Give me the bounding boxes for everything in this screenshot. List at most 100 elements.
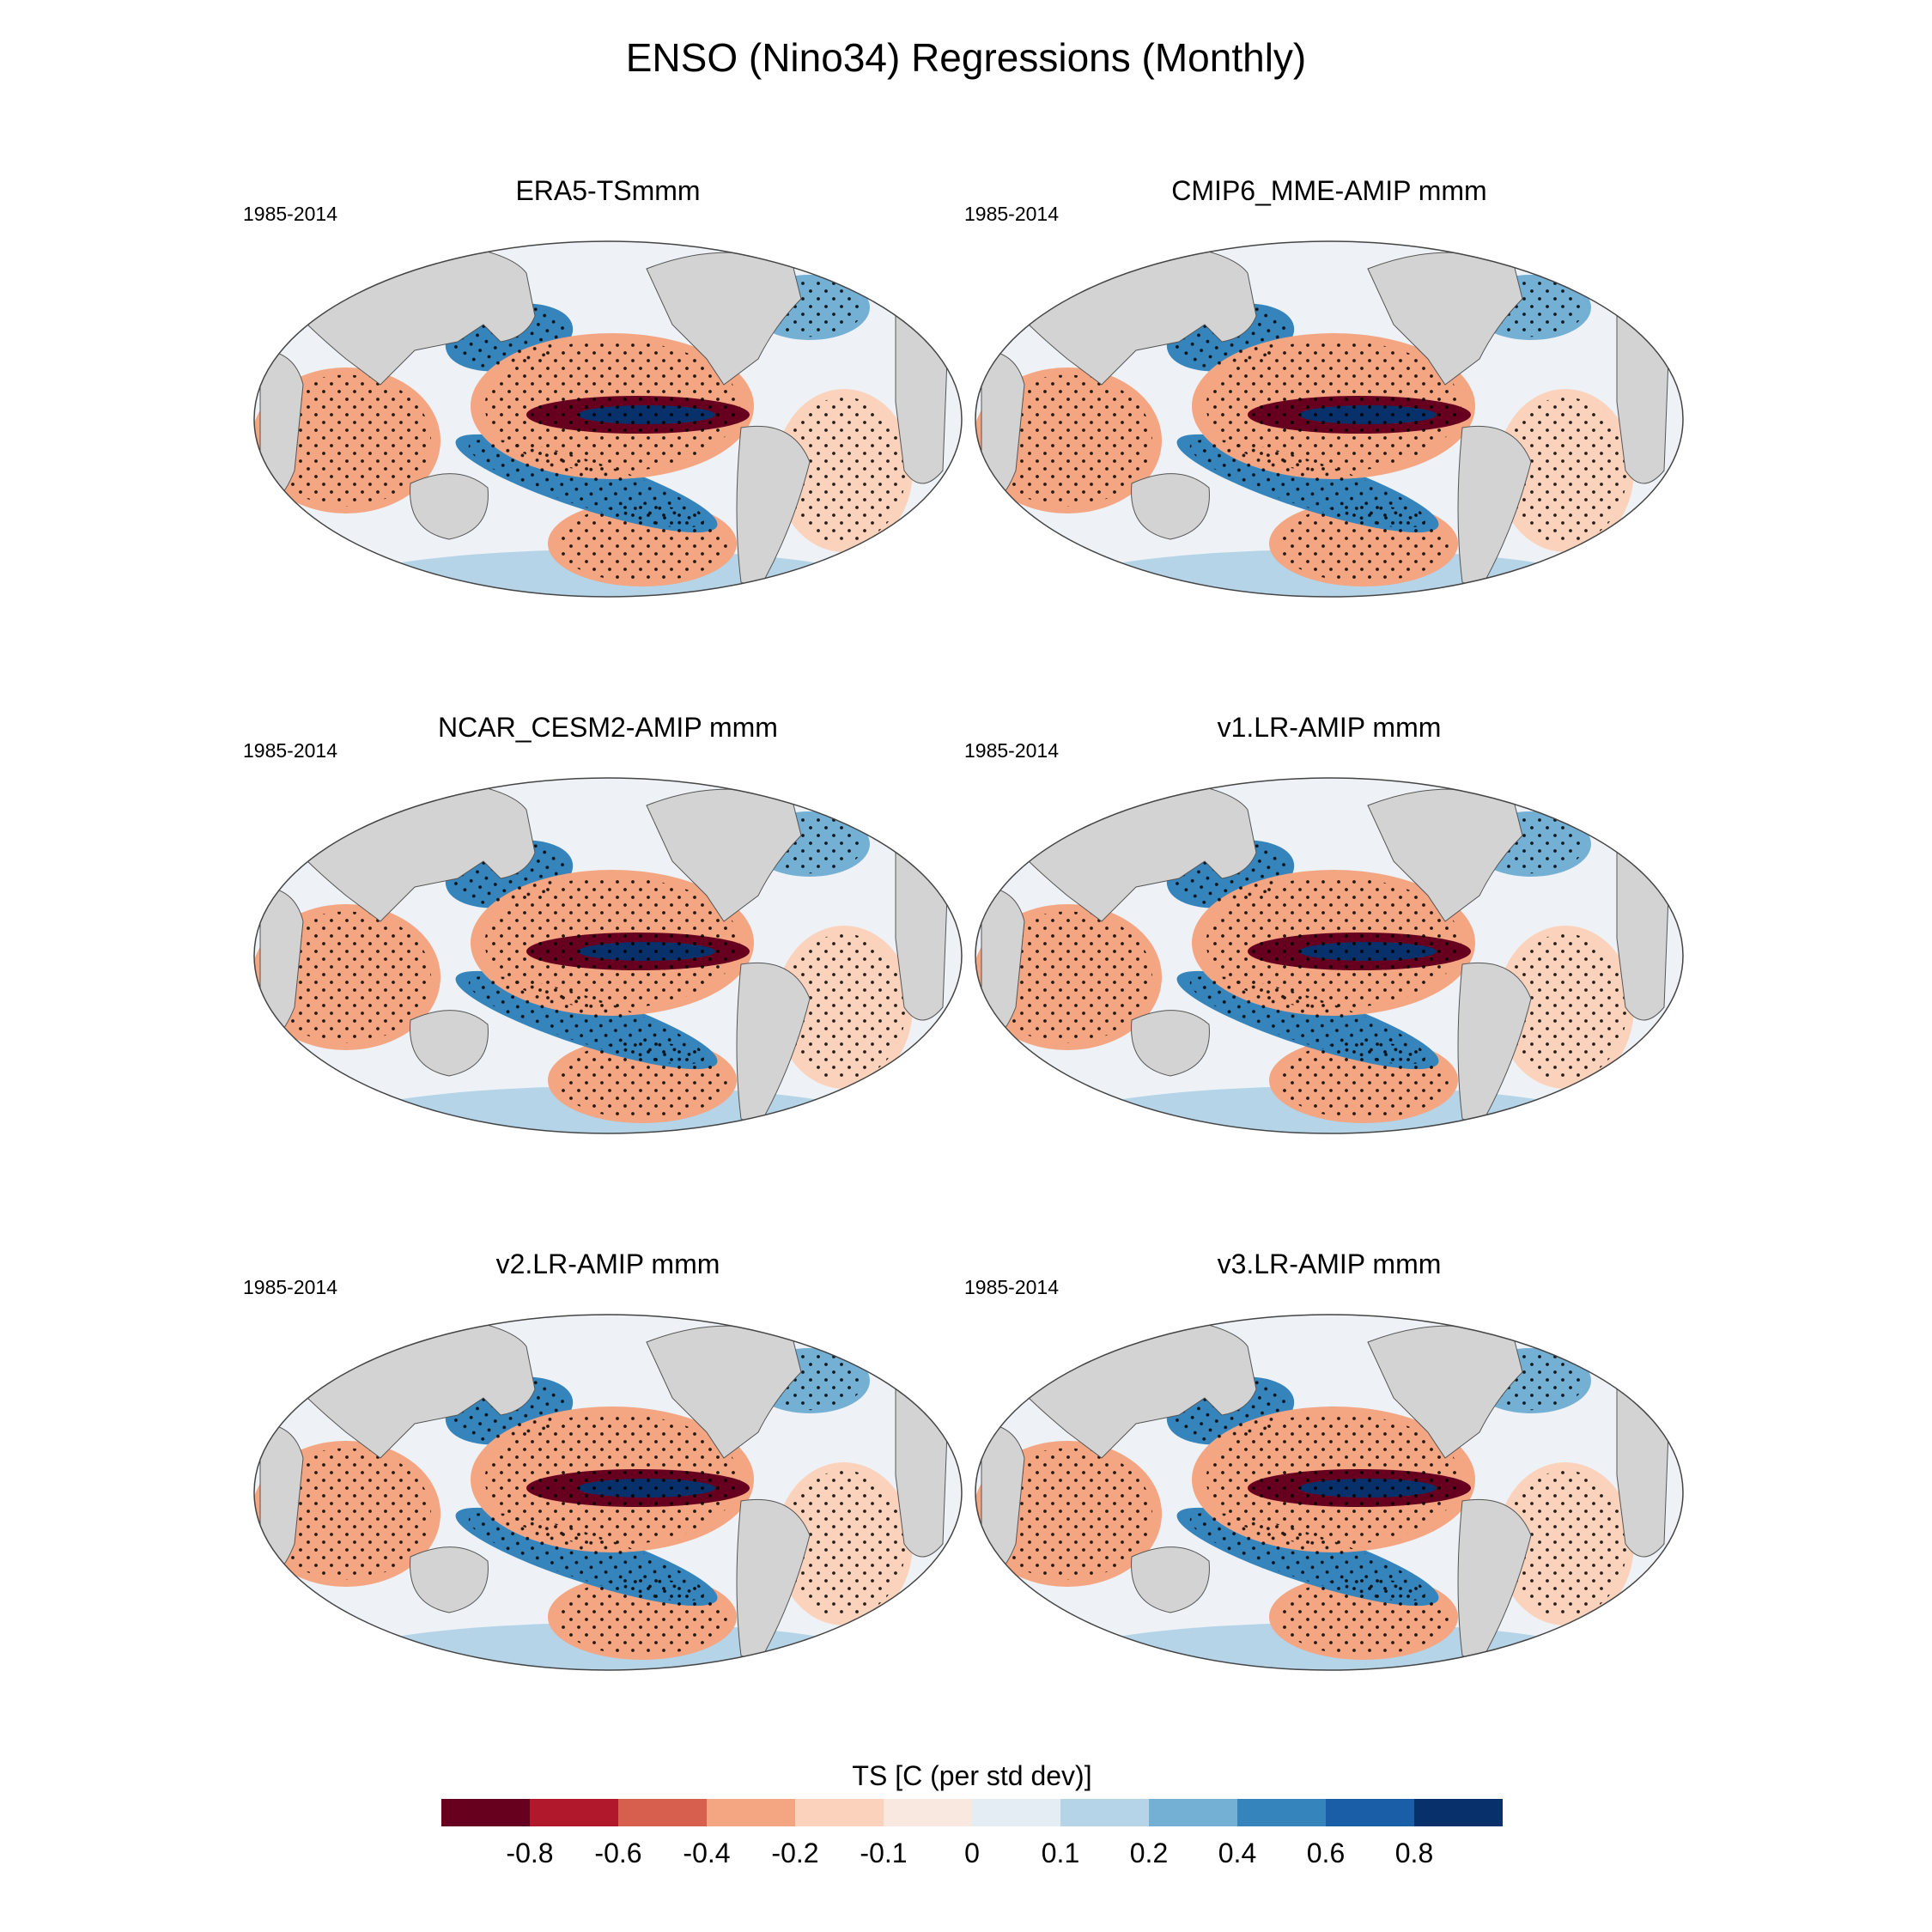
stipple-tropical-atlantic (782, 1470, 906, 1618)
colorbar-box (884, 1799, 973, 1826)
stipple-indian-ocean (261, 911, 431, 1043)
colorbar-box (795, 1799, 884, 1826)
land-europe-africa-right (1616, 298, 1669, 484)
colorbar-tick-label: -0.4 (683, 1838, 730, 1868)
stipple-central-eastern-equatorial-pacific (1259, 1471, 1460, 1505)
land-south-america (736, 962, 811, 1128)
panel-period: 1985-2014 (243, 1276, 337, 1298)
colorbar-box (1414, 1799, 1503, 1826)
colorbar-box (1060, 1799, 1150, 1826)
panel-period: 1985-2014 (964, 203, 1059, 225)
map-panel: ERA5-TSmmm 1985-2014 (243, 175, 973, 659)
colorbar-scale: -0.8 -0.6 -0.4 -0.2 -0.1 0 0.1 0.2 0.4 0.6 0.8 (441, 1799, 1503, 1868)
map-panel: v3.LR-AMIP mmm 1985-2014 (964, 1249, 1694, 1733)
colorbar-box (707, 1799, 796, 1826)
stipple-indian-ocean (261, 1448, 431, 1580)
map-outline (975, 240, 1684, 598)
colorbar-tick-label: 0.1 (1042, 1838, 1079, 1868)
robinson-map (253, 1314, 963, 1728)
colorbar-box (1149, 1799, 1238, 1826)
colorbar: TS [C (per std dev)] -0.8 -0.6 -0.4 -0.2 -0.… (441, 1760, 1503, 1889)
significance-stippling (982, 1351, 1627, 1656)
stipple-western-pacific-south-diagonal (468, 975, 705, 1065)
map-outline (253, 240, 963, 598)
map-outline (253, 1314, 963, 1671)
land-europe-africa-right (1616, 835, 1669, 1021)
significance-stippling (261, 814, 906, 1119)
land-antarctica (1067, 608, 1591, 655)
colorbar-box (1326, 1799, 1415, 1826)
colorbar-tick-label: -0.6 (594, 1838, 641, 1868)
panel-title: ERA5-TSmmm (515, 175, 701, 206)
map-panel: v1.LR-AMIP mmm 1985-2014 (964, 712, 1694, 1196)
stipple-western-pacific-south-diagonal (468, 1512, 705, 1601)
colorbar-box (530, 1799, 619, 1826)
land-antarctica (1067, 1145, 1591, 1192)
panel-period: 1985-2014 (243, 203, 337, 225)
land-australia (410, 473, 489, 540)
panel-period: 1985-2014 (243, 739, 337, 762)
robinson-map (975, 777, 1684, 1192)
anomaly-field (975, 778, 1669, 1192)
anomaly-field (254, 1315, 948, 1728)
robinson-map (253, 777, 963, 1134)
land-antarctica (346, 608, 870, 655)
robinson-map (975, 240, 1684, 655)
colorbar-box (1237, 1799, 1327, 1826)
panel-title: v2.LR-AMIP mmm (495, 1249, 720, 1279)
stipple-central-eastern-equatorial-pacific (538, 1471, 738, 1505)
map-outline (253, 777, 963, 1134)
stipple-tropical-atlantic (1504, 933, 1627, 1081)
robinson-map (253, 240, 963, 655)
land-south-america (1457, 425, 1532, 592)
anomaly-field (975, 241, 1669, 655)
land-australia (410, 1546, 489, 1613)
panel-title: CMIP6_MME-AMIP mmm (1171, 175, 1487, 206)
colorbar-tick-label: 0.2 (1130, 1838, 1168, 1868)
land-australia (410, 1010, 489, 1077)
land-north-america (1367, 1325, 1523, 1459)
land-north-america (646, 252, 802, 386)
stipple-tropical-atlantic (1504, 1470, 1627, 1618)
stipple-indian-ocean (982, 911, 1152, 1043)
stipple-western-pacific-south-diagonal (1189, 975, 1426, 1065)
land-south-america (1457, 962, 1532, 1128)
land-europe-africa-right (895, 1371, 948, 1558)
stipple-central-eastern-equatorial-pacific (1259, 934, 1460, 969)
map-panel: v2.LR-AMIP mmm 1985-2014 (243, 1249, 973, 1733)
panel-title: v1.LR-AMIP mmm (1217, 712, 1442, 743)
stipple-central-eastern-equatorial-pacific (1259, 398, 1460, 432)
stipple-tropical-atlantic (782, 933, 906, 1081)
colorbar-tick-label: -0.2 (771, 1838, 818, 1868)
colorbar-box (441, 1799, 531, 1826)
colorbar-box (618, 1799, 708, 1826)
panel-title: NCAR_CESM2-AMIP mmm (438, 712, 778, 743)
robinson-map (975, 1314, 1684, 1728)
anomaly-field (975, 1315, 1669, 1728)
significance-stippling (261, 1351, 906, 1656)
anomaly-field (254, 778, 948, 1133)
colorbar-tick-label: 0.8 (1395, 1838, 1433, 1868)
land-antarctica (346, 1681, 870, 1728)
colorbar-label: TS [C (per std dev)] (852, 1760, 1092, 1791)
figure-title: ENSO (Nino34) Regressions (Monthly) (625, 35, 1307, 80)
land-australia (1131, 473, 1210, 540)
map-outline (975, 777, 1684, 1134)
stipple-indian-ocean (982, 1448, 1152, 1580)
land-north-america (646, 1325, 802, 1459)
stipple-tropical-atlantic (782, 397, 906, 544)
land-australia (1131, 1546, 1210, 1613)
anomaly-field (254, 241, 948, 655)
colorbar-tick-label: -0.8 (506, 1838, 553, 1868)
land-south-america (736, 425, 811, 592)
colorbar-box (972, 1799, 1061, 1826)
land-south-america (1457, 1498, 1532, 1665)
land-europe-africa-right (895, 298, 948, 484)
land-south-america (736, 1498, 811, 1665)
stipple-western-pacific-south-diagonal (1189, 439, 1426, 528)
land-australia (1131, 1010, 1210, 1077)
colorbar-tick-label: 0 (964, 1838, 980, 1868)
colorbar-tick-label: -0.1 (860, 1838, 907, 1868)
panel-period: 1985-2014 (964, 739, 1059, 762)
land-antarctica (1067, 1681, 1591, 1728)
